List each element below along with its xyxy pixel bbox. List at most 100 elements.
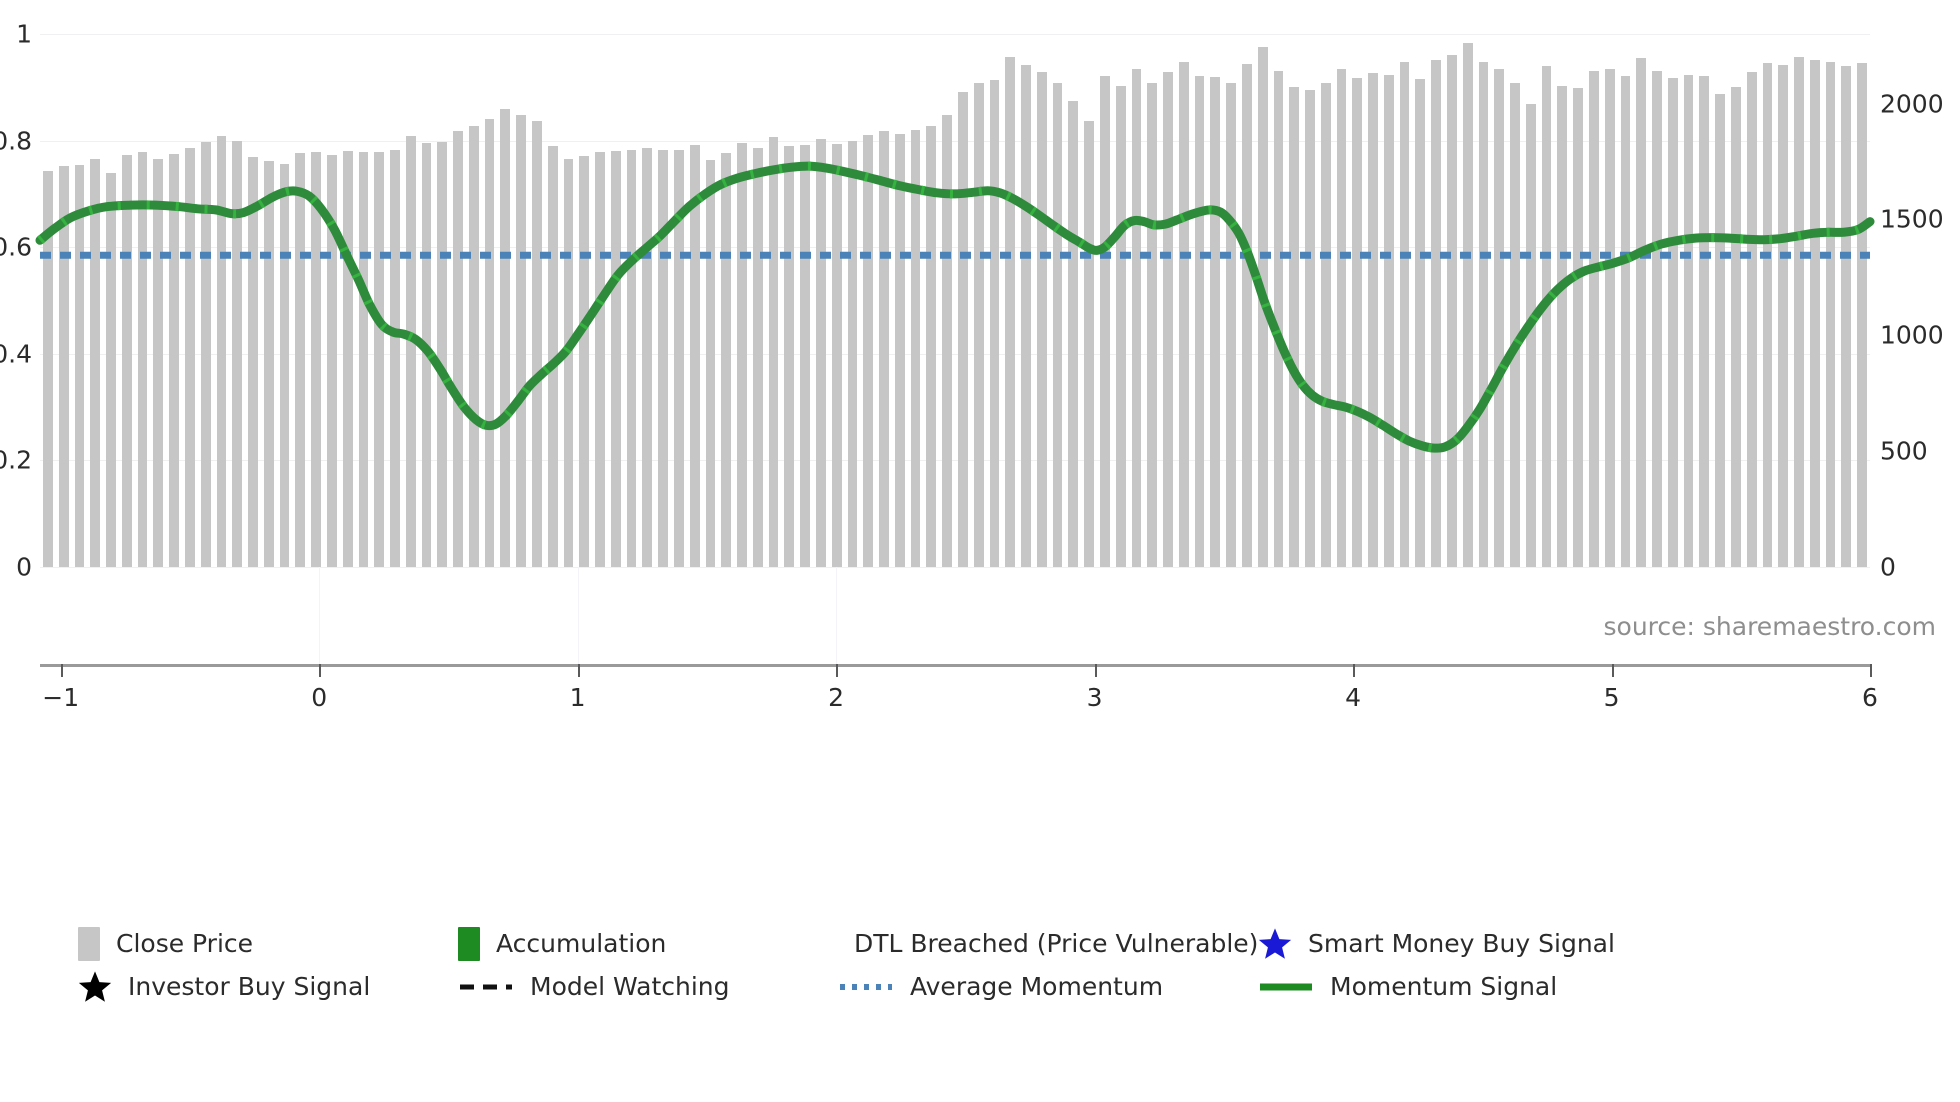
close-price-bar [58,166,69,567]
close-price-bar [1794,57,1804,567]
close-price-bar [405,135,416,567]
close-price-bar [358,152,369,567]
close-price-bar [74,164,85,567]
close-price-bar [910,130,921,567]
close-price-bar [1525,103,1536,567]
close-price-bar [311,152,321,567]
close-price-bar [437,141,448,567]
gridline [40,353,1870,355]
close-price-bar [248,156,258,567]
legend-item[interactable]: DTL Breached (Price Vulnerable) [838,927,1258,961]
gridline [40,460,1870,462]
close-price-bar [484,118,495,567]
x-axis-tick-label: 5 [1603,683,1620,712]
legend-item-label: Close Price [116,929,254,958]
close-price-bar [642,147,653,567]
close-price-bar [816,139,826,567]
close-price-bar [942,115,952,567]
x-axis-tick-label: 3 [1086,683,1103,712]
close-price-bar [500,109,511,567]
x-axis-tick-label: 4 [1345,683,1361,712]
close-price-bar [1368,73,1378,567]
x-axis-tick [319,664,322,677]
close-price-bar [1305,89,1315,567]
close-price-bar [1573,88,1584,567]
close-price-bar [1667,78,1678,567]
legend-item-label: Momentum Signal [1330,972,1558,1001]
close-price-bar [1131,68,1142,567]
x-gridline-faint [836,567,838,664]
close-price-bar [1636,58,1647,567]
close-price-bar [468,125,479,567]
legend-item[interactable]: Close Price [78,926,458,961]
close-price-bar [1021,65,1031,567]
legend-item[interactable]: Smart Money Buy Signal [1258,927,1615,961]
close-price-bar [90,159,101,567]
momentum-signal-texture [37,161,1873,453]
close-price-bar [1841,66,1852,567]
close-price-bar [1052,82,1063,567]
x-axis-tick-label: 2 [828,683,845,712]
legend-item[interactable]: Momentum Signal [1258,970,1558,1004]
close-price-bar [1383,74,1394,567]
close-price-bar [1241,64,1252,567]
legend-item[interactable]: Model Watching [458,970,838,1004]
close-price-bar [863,134,874,567]
close-price-bar [1273,71,1284,567]
close-price-bar [689,145,700,567]
legend-item-label: Average Momentum [910,972,1164,1001]
y-axis-right-tick-label: 500 [1880,436,1928,466]
close-price-bar [1194,75,1205,567]
close-price-bar [42,170,53,567]
gridline [40,247,1870,249]
close-price-bar [1541,66,1552,567]
line-overlay [35,34,1875,567]
accumulation-swatch [458,926,480,961]
y-axis-left-tick-label: 0.8 [0,126,32,156]
close-price-bar [1210,76,1221,567]
close-price-bar [532,120,542,567]
y-axis-left-tick-label: 0.6 [0,232,32,262]
legend-item[interactable]: Accumulation [458,926,838,961]
close-price-bar [453,131,463,567]
close-price-bar [342,151,353,567]
gridline [40,567,1870,568]
close-price-bar [768,137,779,567]
close-price-bar [1415,79,1426,567]
close-price-bar [216,135,227,567]
close-price-bar [1589,71,1599,567]
close-price-bar [326,154,337,567]
legend-item-label: Model Watching [530,972,730,1001]
momentum-signal-line [35,161,1875,453]
close-price-bar [784,146,795,567]
close-price-bar [1447,54,1457,567]
close-price-bar [563,159,574,567]
close-price-bar [1683,74,1694,567]
close-price-bar [374,152,385,567]
close-price-bar [279,163,290,567]
x-axis-tick-label: 6 [1862,683,1878,712]
close-price-bar [232,140,243,567]
legend-item[interactable]: Investor Buy Signal [78,970,458,1004]
momentum-signal-line-icon [1258,970,1314,1004]
close-price-bar [1652,71,1662,567]
close-price-bar [847,140,858,567]
x-axis-line [40,664,1870,667]
close-price-bar [1620,75,1631,567]
close-price-bar [1352,78,1363,567]
close-price-bar [1510,82,1520,567]
close-price-bar [200,141,211,567]
close-price-bar [1289,87,1300,567]
x-axis-tick [1353,664,1356,677]
y-axis-left-tick-label: 0 [16,552,32,582]
close-price-bar [658,149,669,567]
close-price-bar [1320,82,1331,567]
gridline [40,140,1870,142]
close-price-bar [1778,65,1789,567]
x-axis-tick [836,664,839,677]
close-price-bar [169,154,179,567]
average-momentum-dot-icon [838,970,894,1004]
legend-item[interactable]: Average Momentum [838,970,1258,1004]
close-price-bar [1809,59,1820,567]
close-price-bar [610,151,621,567]
